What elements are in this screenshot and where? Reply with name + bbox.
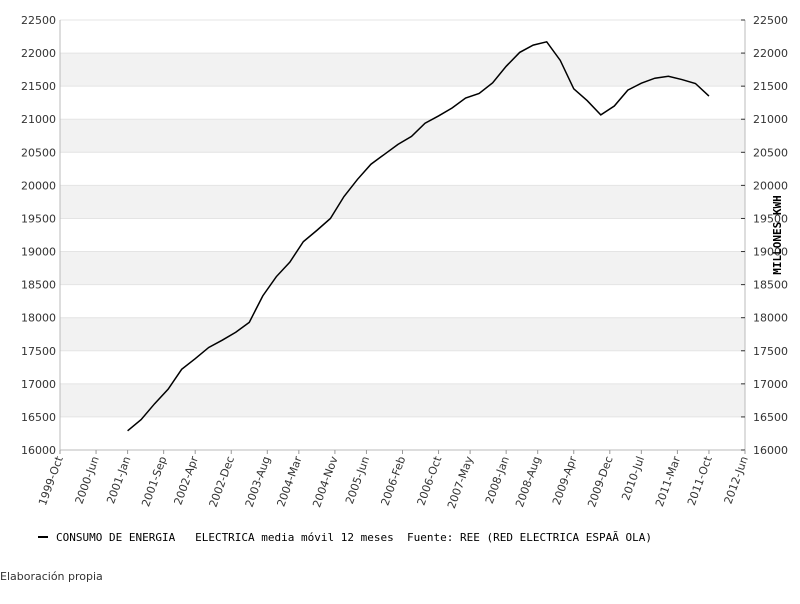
grid-band [60,53,745,87]
grid-band [60,119,745,153]
x-tick-label: 2001-Jan [104,455,133,506]
x-tick-label: 2001-Sep [139,455,169,509]
y-tick-label: 17500 [21,345,56,358]
x-tick-label: 2007-May [445,454,476,510]
y-tick-label: 17000 [21,378,56,391]
x-tick-label: 2009-Apr [550,454,580,507]
y2-tick-label: 22000 [753,47,788,60]
y2-tick-label: 21000 [753,113,788,126]
x-tick-label: 2012-Jun [722,455,751,506]
x-tick-label: 2011-Mar [653,454,683,508]
x-tick-label: 2000-Jun [73,455,102,506]
y-tick-label: 19000 [21,246,56,259]
x-tick-label: 2009-Dec [585,455,615,509]
x-tick-label: 2005-Jun [343,455,372,506]
x-tick-label: 2004-Nov [310,454,341,509]
grid-band [60,317,745,351]
y2-tick-label: 20500 [753,146,788,159]
y2-tick-label: 21500 [753,80,788,93]
y2-tick-label: 16500 [753,411,788,424]
y-tick-label: 21500 [21,80,56,93]
y2-tick-label: 19000 [753,246,788,259]
grid-band [60,251,745,285]
y-tick-label: 16500 [21,411,56,424]
y2-tick-label: 22500 [753,14,788,27]
grid-band [60,383,745,417]
x-tick-label: 2010-Jul [619,455,647,503]
y-tick-label: 22000 [21,47,56,60]
x-tick-label: 2011-Oct [685,454,715,507]
y-tick-label: 21000 [21,113,56,126]
x-tick-label: 2008-Aug [513,455,543,509]
x-tick-label: 2006-Oct [415,454,445,507]
x-tick-label: 1999-Oct [36,454,66,507]
legend-label: CONSUMO DE ENERGIA ELECTRICA media móvil… [56,531,652,544]
x-tick-label: 2003-Aug [243,455,273,509]
x-tick-label: 2002-Apr [171,454,201,507]
x-tick-label: 2004-Mar [274,454,304,508]
x-tick-label: 2002-Dec [207,455,237,509]
y-tick-label: 18000 [21,312,56,325]
y2-tick-label: 18000 [753,312,788,325]
y2-tick-label: 18500 [753,279,788,292]
grid-band [60,185,745,219]
line [127,40,710,432]
y-tick-label: 16000 [21,444,56,457]
y-tick-label: 18500 [21,279,56,292]
y-tick-label: 19500 [21,212,56,225]
x-tick-label: 2006-Feb [379,455,409,508]
footer: Elaboración propia [0,570,103,583]
y2-tick-label: 20000 [753,179,788,192]
x-tick-label: 2008-Jan [483,455,512,506]
y2-tick-label: 19500 [753,212,788,225]
y2-tick-label: 16000 [753,444,788,457]
y2-axis-label: MILLONES KWH [771,195,784,274]
y-tick-label: 20000 [21,179,56,192]
y-tick-label: 20500 [21,146,56,159]
y-tick-label: 22500 [21,14,56,27]
y2-tick-label: 17500 [753,345,788,358]
y2-tick-label: 17000 [753,378,788,391]
